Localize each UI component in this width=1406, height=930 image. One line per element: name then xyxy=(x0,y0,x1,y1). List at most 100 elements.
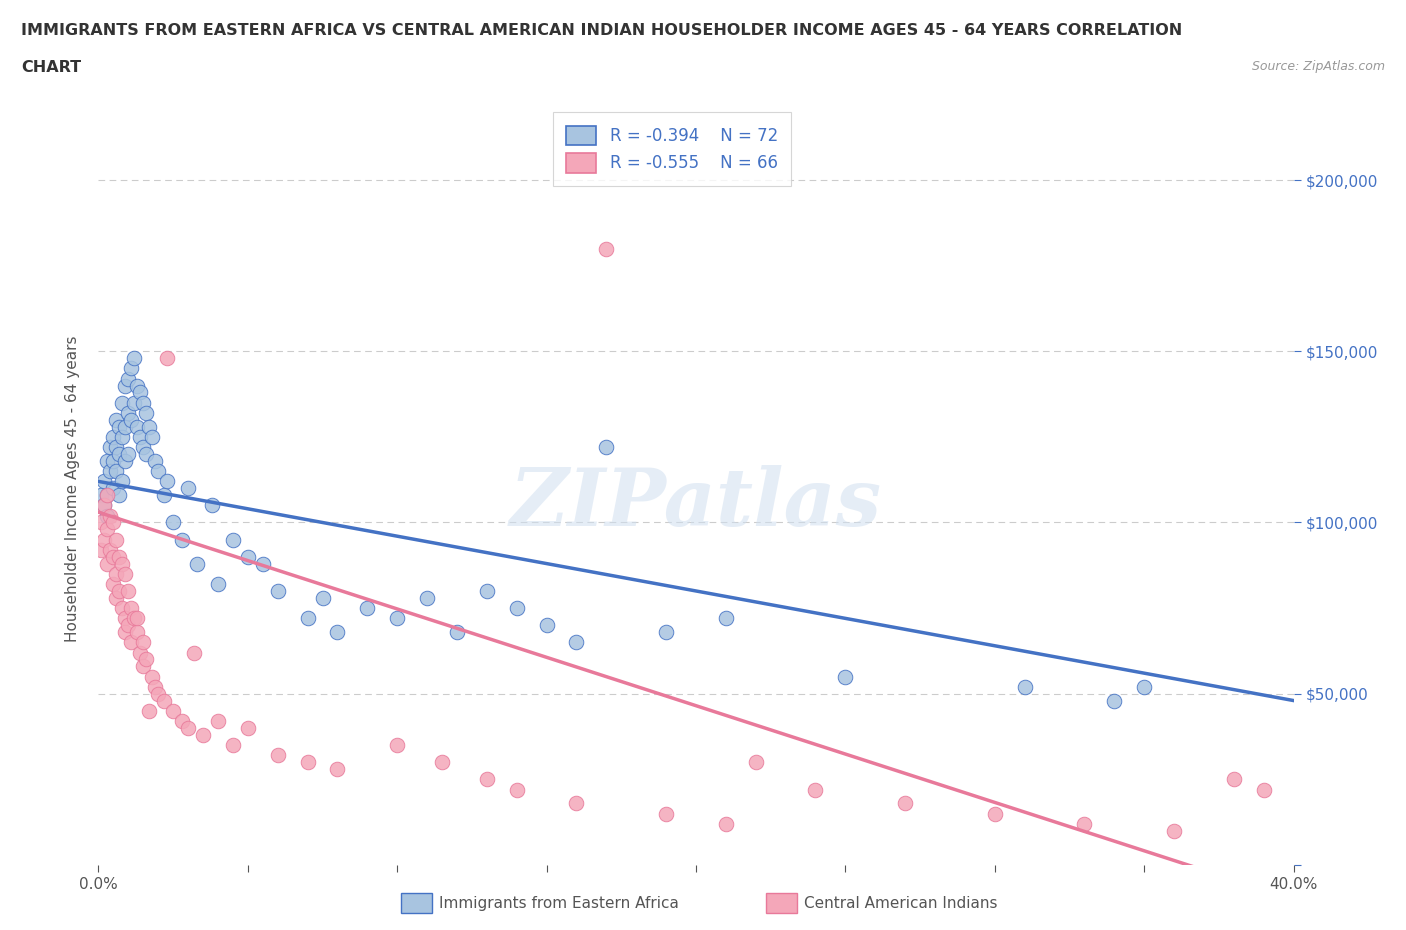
Point xyxy=(135,652,157,667)
Point xyxy=(177,721,200,736)
Point xyxy=(416,591,439,605)
Point xyxy=(103,550,125,565)
Point xyxy=(103,454,125,469)
Point xyxy=(108,446,131,461)
Point xyxy=(143,680,166,695)
Point xyxy=(105,532,128,547)
Point xyxy=(595,440,617,455)
Point xyxy=(297,755,319,770)
Point xyxy=(120,361,142,376)
Point xyxy=(156,474,179,489)
Point xyxy=(111,601,134,616)
Point xyxy=(103,430,125,445)
Point xyxy=(326,762,349,777)
Point xyxy=(201,498,224,512)
Point xyxy=(124,395,146,410)
Point xyxy=(114,454,136,469)
Point xyxy=(162,515,184,530)
Point xyxy=(894,796,917,811)
Point xyxy=(162,703,184,718)
Text: ZIPatlas: ZIPatlas xyxy=(510,465,882,542)
Point xyxy=(236,550,259,565)
Point xyxy=(565,635,588,650)
Legend: R = -0.394    N = 72, R = -0.555    N = 66: R = -0.394 N = 72, R = -0.555 N = 66 xyxy=(553,113,792,186)
Point xyxy=(124,351,146,365)
Point xyxy=(385,737,409,752)
Point xyxy=(96,454,118,469)
Point xyxy=(103,515,125,530)
Text: Central American Indians: Central American Indians xyxy=(804,896,998,910)
Point xyxy=(222,532,245,547)
Point xyxy=(267,583,290,598)
Point xyxy=(105,440,128,455)
Point xyxy=(356,601,378,616)
Point xyxy=(117,371,139,386)
Point xyxy=(96,522,118,537)
Point xyxy=(1133,680,1156,695)
Point xyxy=(132,440,155,455)
Point xyxy=(143,454,166,469)
Point xyxy=(153,693,176,708)
Point xyxy=(114,566,136,581)
Point xyxy=(98,542,122,557)
Point xyxy=(129,385,152,400)
Point xyxy=(172,532,194,547)
Point xyxy=(138,703,160,718)
Point xyxy=(127,419,149,434)
Point xyxy=(1014,680,1036,695)
Point xyxy=(714,817,737,831)
Point xyxy=(172,713,194,728)
Point xyxy=(108,550,131,565)
Point xyxy=(536,618,558,632)
Point xyxy=(191,727,214,742)
Point xyxy=(114,419,136,434)
Point xyxy=(127,611,149,626)
Point xyxy=(156,351,179,365)
Point xyxy=(252,556,274,571)
Point xyxy=(103,481,125,496)
Point xyxy=(132,658,155,673)
Point xyxy=(98,440,122,455)
Point xyxy=(135,405,157,420)
Point xyxy=(655,806,678,821)
Text: CHART: CHART xyxy=(21,60,82,75)
Point xyxy=(655,625,678,640)
Point xyxy=(111,556,134,571)
Point xyxy=(98,464,122,479)
Point xyxy=(984,806,1007,821)
Point xyxy=(96,508,118,523)
Point xyxy=(117,446,139,461)
Point xyxy=(103,577,125,591)
Point xyxy=(1253,782,1275,797)
Point xyxy=(127,379,149,393)
Point xyxy=(124,611,146,626)
Point xyxy=(138,419,160,434)
Point xyxy=(120,601,142,616)
Point xyxy=(506,782,529,797)
Point xyxy=(96,487,118,502)
Point xyxy=(129,645,152,660)
Point xyxy=(93,498,115,512)
Point xyxy=(595,241,617,256)
Point xyxy=(105,566,128,581)
Point xyxy=(117,583,139,598)
Point xyxy=(148,464,170,479)
Point xyxy=(117,405,139,420)
Point xyxy=(714,611,737,626)
Point xyxy=(834,670,856,684)
Point xyxy=(141,670,163,684)
Point xyxy=(111,430,134,445)
Point xyxy=(96,556,118,571)
Point xyxy=(93,532,115,547)
Point xyxy=(148,686,170,701)
Point xyxy=(96,487,118,502)
Point xyxy=(129,430,152,445)
Point xyxy=(105,591,128,605)
Point xyxy=(804,782,827,797)
Point xyxy=(111,395,134,410)
Point xyxy=(120,635,142,650)
Point xyxy=(430,755,453,770)
Point xyxy=(114,625,136,640)
Point xyxy=(114,379,136,393)
Point xyxy=(297,611,319,626)
